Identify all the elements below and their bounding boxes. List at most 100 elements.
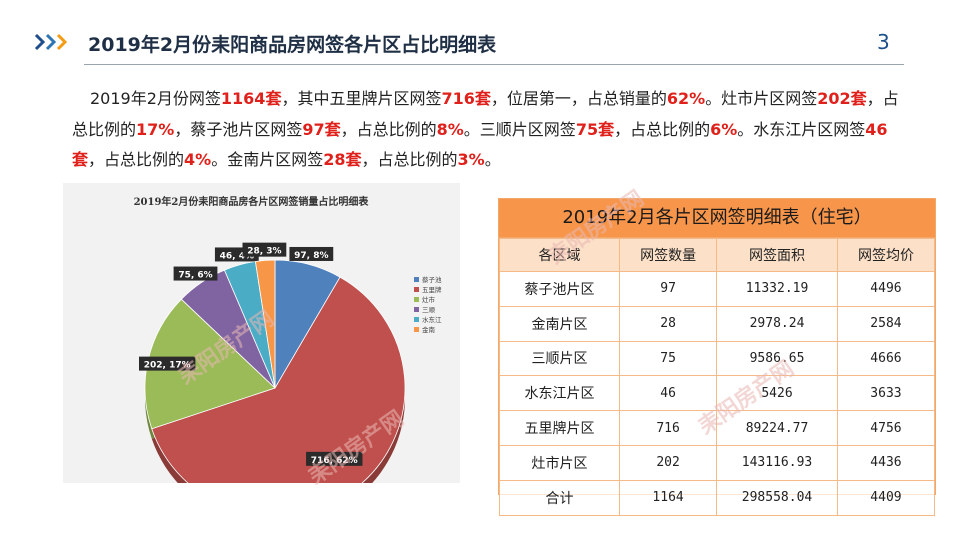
table-header-cell: 网签均价: [836, 238, 936, 272]
legend-swatch: [414, 307, 419, 312]
table-cell: 202: [619, 444, 718, 481]
table-row: 三顺片区 75 9586.65 4666: [498, 340, 936, 377]
table-row: 五里牌片区 716 89224.77 4756: [498, 410, 936, 446]
highlight-value: 1164套: [220, 89, 282, 108]
table-cell: 三顺片区: [498, 340, 621, 377]
legend-swatch: [414, 317, 419, 322]
highlight-value: 75套: [575, 119, 615, 139]
table-row: 灶市片区 202 143116.93 4436: [498, 444, 936, 481]
table-cell: 4409: [836, 479, 936, 516]
data-label-box: [242, 242, 287, 257]
legend-label: 灶市: [422, 295, 436, 304]
table-cell: 28: [619, 305, 718, 342]
table-cell: 4496: [836, 271, 936, 307]
table-cell: 2978.24: [716, 305, 838, 342]
legend-label: 五里牌: [422, 285, 442, 294]
table-row: 蔡子池片区 97 11332.19 4496: [498, 271, 936, 307]
table-cell: 46: [619, 375, 718, 412]
paragraph-text: 。金南片区网签: [211, 150, 324, 169]
table-cell: 97: [619, 271, 718, 307]
legend-swatch: [414, 297, 419, 302]
table-cell: 4756: [836, 410, 936, 446]
table-cell: 合计: [498, 479, 621, 516]
paragraph-text: 。水东江片区网签: [737, 119, 866, 139]
table-cell: 11332.19: [716, 271, 838, 307]
data-label-box: [173, 266, 218, 281]
page-number: 3: [877, 30, 890, 54]
table-cell: 1164: [619, 479, 718, 516]
highlight-value: 97套: [302, 119, 341, 139]
paragraph-text: ，占总比例的: [361, 150, 458, 169]
table-header-cell: 网签面积: [716, 238, 838, 272]
table-cell: 灶市片区: [498, 444, 621, 481]
legend-swatch: [414, 327, 419, 332]
table-cell: 298558.04: [716, 479, 838, 516]
table-cell: 75: [619, 340, 718, 377]
table-row: 水东江片区 46 5426 3633: [498, 375, 936, 412]
table-cell: 89224.77: [716, 410, 838, 446]
table-cell: 蔡子池片区: [498, 271, 621, 307]
data-label: 75, 6%: [178, 271, 212, 281]
table-row: 金南片区 28 2978.24 2584: [498, 305, 936, 342]
data-label-box: [138, 356, 196, 371]
table-cell: 4436: [836, 444, 936, 481]
table-cell: 2584: [836, 305, 936, 342]
detail-table-panel: 2019年2月各片区网签明细表（住宅） 各区域 网签数量 网签面积 网签均价 蔡子池片…: [498, 198, 936, 516]
paragraph-text: ，位居第一，占总销量的: [490, 89, 667, 108]
legend-label: 金南: [422, 325, 436, 334]
highlight-value: 46套: [72, 119, 888, 170]
table-title: 2019年2月各片区网签明细表（住宅）: [499, 199, 935, 238]
table-cell: 3633: [836, 375, 936, 412]
paragraph-text: ，其中五里牌片区网签: [281, 89, 442, 108]
table-header-cell: 各区域: [498, 238, 621, 272]
data-label-box: [306, 451, 363, 466]
table-cell: 金南片区: [498, 305, 621, 342]
paragraph-text: 2019年2月份网签: [90, 89, 221, 108]
table-header-cell: 网签数量: [619, 238, 718, 272]
table-cell: 716: [619, 410, 718, 446]
table-row: 合计 1164 298558.04 4409: [498, 479, 936, 516]
highlight-value: 4%: [184, 150, 212, 169]
data-label: 46, 4%: [220, 251, 254, 261]
paragraph-text: ，蔡子池片区网签: [174, 119, 303, 139]
pie-slice: [254, 259, 276, 389]
table-cell: 水东江片区: [498, 375, 621, 412]
chart-title: 2019年2月份耒阳商品房各片区网签销量占比明细表: [134, 195, 370, 208]
table-cell: 五里牌片区: [498, 410, 621, 446]
paragraph-text: ，占总比例的: [614, 119, 711, 139]
legend-swatch: [414, 287, 419, 292]
paragraph-text: 。三顺片区网签: [463, 119, 576, 139]
highlight-value: 62%: [666, 89, 706, 108]
highlight-value: 3%: [457, 150, 485, 169]
table-cell: 143116.93: [716, 444, 838, 481]
table-cell: 9586.65: [716, 340, 838, 377]
highlight-value: 17%: [136, 119, 175, 139]
paragraph-text: ，占总比例的: [340, 119, 437, 139]
table-cell: 5426: [716, 375, 838, 412]
data-label: 716, 62%: [311, 456, 358, 466]
pie-slice: [151, 276, 406, 483]
paragraph-text: 。: [484, 150, 501, 169]
data-label: 202, 17%: [144, 361, 191, 371]
highlight-value: 8%: [436, 119, 464, 139]
data-label: 28, 3%: [247, 247, 281, 257]
highlight-value: 28套: [323, 150, 362, 169]
paragraph-text: ，占总比例的: [72, 89, 899, 139]
highlight-value: 6%: [710, 119, 738, 139]
summary-paragraph: 2019年2月份网签1164套，其中五里牌片区网签716套，位居第一，占总销量的…: [72, 84, 904, 176]
pie-chart-panel: 2019年2月份耒阳商品房各片区网签销量占比明细表 97, 8% 716, 62% 2…: [63, 183, 460, 483]
paragraph-text: 。灶市片区网签: [705, 89, 818, 108]
data-label: 97, 8%: [294, 251, 328, 261]
highlight-value: 716套: [441, 89, 491, 108]
data-label-box: [289, 246, 334, 261]
table-cell: 4666: [836, 340, 936, 377]
pie-chart: 2019年2月份耒阳商品房各片区网签销量占比明细表 97, 8% 716, 62% 2…: [134, 195, 442, 483]
paragraph-text: ，占总比例的: [88, 150, 185, 169]
highlight-value: 202套: [817, 89, 867, 108]
detail-table: 各区域 网签数量 网签面积 网签均价 蔡子池片区 97 11332.19 4496 金南片区 2…: [498, 238, 936, 516]
legend-label: 蔡子池: [422, 275, 442, 284]
legend-swatch: [414, 277, 419, 282]
page-title: 2019年2月份耒阳商品房网签各片区占比明细表: [88, 34, 497, 56]
legend-label: 水东江: [422, 315, 442, 324]
header-divider: [84, 64, 904, 65]
